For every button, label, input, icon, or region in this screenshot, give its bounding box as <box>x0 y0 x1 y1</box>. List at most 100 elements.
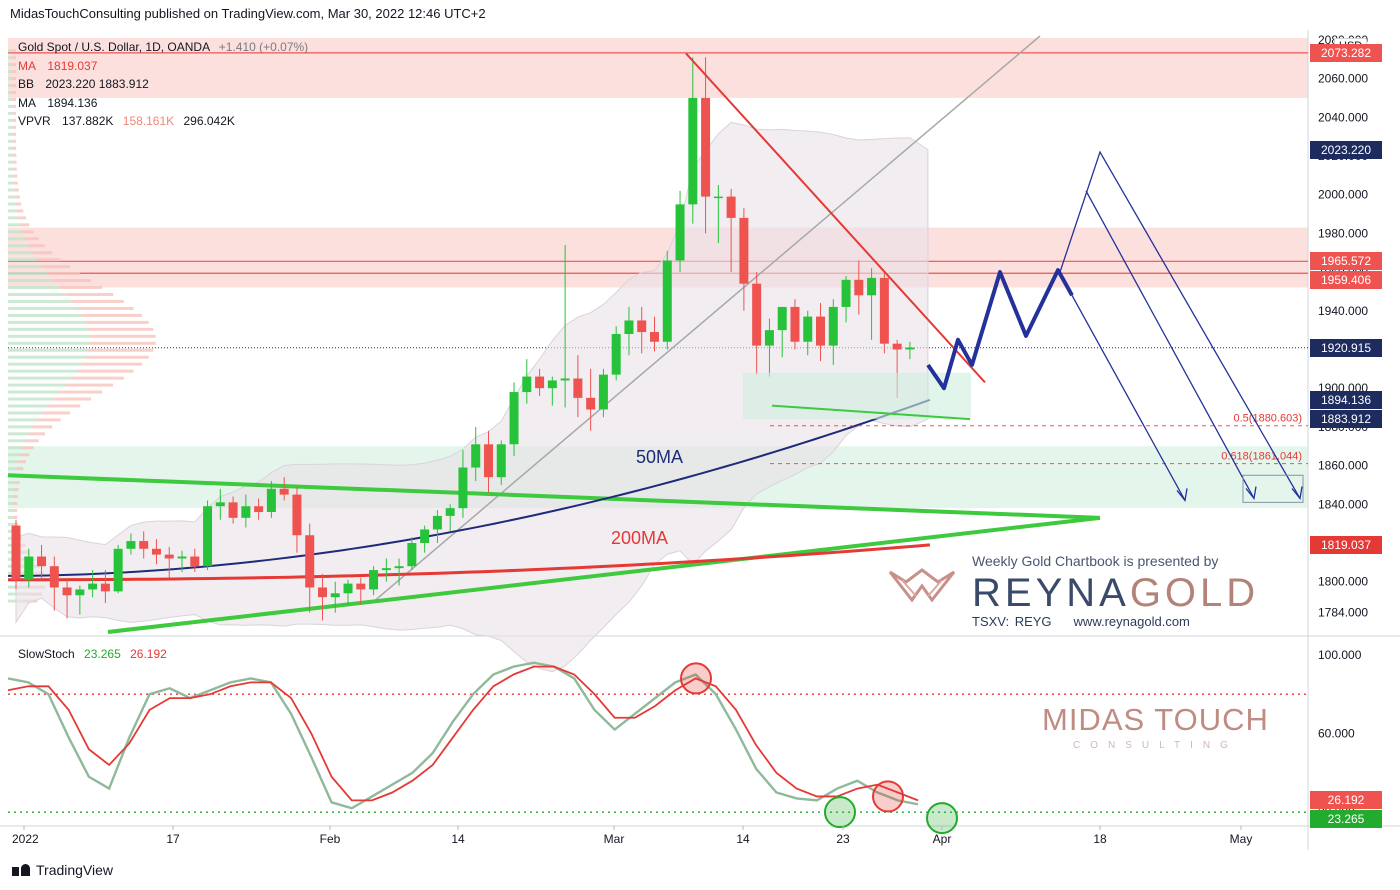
stoch-k-value: 23.265 <box>84 647 121 661</box>
vpvr-v1: 137.882K <box>62 114 114 128</box>
vpvr-bar-down <box>81 313 142 317</box>
vpvr-bar-down <box>12 56 17 60</box>
x-tick-label: Mar <box>604 832 625 846</box>
vpvr-bar-up <box>8 223 20 227</box>
ma200-annotation: 200MA <box>611 528 669 548</box>
candle-up <box>713 196 723 199</box>
legend-symbol-row[interactable]: Gold Spot / U.S. Dollar, 1D, OANDA +1.41… <box>18 38 308 57</box>
vpvr-bar-up <box>8 146 13 150</box>
tradingview-footer[interactable]: TradingView <box>12 862 113 878</box>
vpvr-bar-up <box>8 418 37 422</box>
vpvr-bar-up <box>8 508 14 512</box>
y-tick-label: 1840.000 <box>1318 497 1368 511</box>
candle-up <box>394 566 404 569</box>
candle-up <box>905 347 915 350</box>
promo-text: Weekly Gold Chartbook is presented by <box>972 553 1219 569</box>
vpvr-bar-down <box>47 404 81 408</box>
ma200-label: MA <box>18 58 36 73</box>
legend-ma50-row[interactable]: MA 1894.136 <box>18 94 308 113</box>
grey-trendline <box>371 35 1041 604</box>
legend-vpvr-row[interactable]: VPVR 137.882K 158.161K 296.042K <box>18 112 308 131</box>
legend: Gold Spot / U.S. Dollar, 1D, OANDA +1.41… <box>18 38 308 131</box>
vpvr-bar-up <box>8 286 60 290</box>
x-tick-label: 18 <box>1093 832 1107 846</box>
vpvr-bar-down <box>12 118 17 122</box>
stoch-tick-label: 100.000 <box>1318 648 1362 662</box>
bb-label: BB <box>18 77 35 91</box>
vpvr-bar-down <box>13 508 18 512</box>
price-label: 1894.136 <box>1310 390 1382 409</box>
candle-down <box>254 506 264 513</box>
stoch-legend[interactable]: SlowStoch 23.265 26.192 <box>18 647 167 661</box>
vpvr-bar-up <box>8 348 88 352</box>
change-value: +1.410 (+0.07%) <box>218 40 309 54</box>
ma50-value: 1894.136 <box>47 95 98 110</box>
candle-down <box>151 548 161 555</box>
fib-label-0: 0.5(1880.603) <box>1234 413 1303 425</box>
vpvr-bar-up <box>8 411 43 415</box>
vpvr-bar-up <box>8 237 25 241</box>
stoch-d-line <box>7 665 919 802</box>
vpvr-bar-down <box>71 299 124 303</box>
publisher-header: MidasTouchConsulting published on Tradin… <box>10 6 486 21</box>
vpvr-bar-up <box>8 522 14 526</box>
vpvr-bar-up <box>8 460 18 464</box>
bb-value: 2023.220 1883.912 <box>45 77 149 91</box>
price-label: 2073.282 <box>1310 43 1382 62</box>
candle-down <box>305 535 315 588</box>
vpvr-bar-down <box>89 341 156 345</box>
vpvr-bar-down <box>77 306 134 310</box>
arrow-head-2 <box>1291 486 1303 501</box>
vpvr-bar-up <box>8 91 13 95</box>
candle-up <box>215 502 225 507</box>
vpvr-bar-down <box>19 223 30 227</box>
vpvr-bar-up <box>8 313 82 317</box>
vpvr-bar-up <box>8 181 14 185</box>
vpvr-bar-up <box>8 174 14 178</box>
candle-down <box>739 217 749 284</box>
vpvr-bar-down <box>13 495 18 499</box>
candle-up <box>598 374 608 410</box>
reynagold-emblem-icon <box>888 568 956 603</box>
vpvr-bar-up <box>8 279 54 283</box>
price-label: 1819.037 <box>1310 535 1382 554</box>
y-tick-label: 2040.000 <box>1318 110 1368 124</box>
red-trendline <box>685 52 986 384</box>
stoch-signal-circle-0 <box>680 662 712 695</box>
triangle-upper-line <box>7 473 1101 520</box>
vpvr-bar-down <box>17 460 26 464</box>
vpvr-bar-up <box>8 265 43 269</box>
stoch-signal-circle-1 <box>872 780 904 813</box>
vpvr-bar-up <box>8 334 90 338</box>
x-tick-label: May <box>1230 832 1253 846</box>
legend-bb-row[interactable]: BB 2023.220 1883.912 <box>18 75 308 94</box>
candle-down <box>650 332 659 342</box>
vpvr-bar-down <box>77 369 134 373</box>
candle-up <box>75 589 85 596</box>
vpvr-bar-up <box>8 56 13 60</box>
vpvr-bar-up <box>8 125 13 129</box>
candle-down <box>586 397 596 410</box>
vpvr-bar-down <box>22 230 34 234</box>
ma200-value: 1819.037 <box>47 58 98 73</box>
vpvr-v3: 296.042K <box>183 114 235 128</box>
candle-up <box>867 277 877 296</box>
candle-up <box>445 508 455 516</box>
stoch-signal-circle-2 <box>824 796 856 829</box>
vpvr-bar-down <box>59 390 103 394</box>
tradingview-icon <box>12 864 30 876</box>
x-tick-label: 17 <box>166 832 180 846</box>
candle-up <box>509 392 519 445</box>
vpvr-bar-up <box>8 446 23 450</box>
vpvr-bar-down <box>24 237 39 241</box>
candle-up <box>764 330 774 346</box>
candle-up <box>88 583 98 590</box>
legend-ma200-row[interactable]: MA 1819.037 <box>18 57 308 76</box>
vpvr-bar-down <box>13 502 18 506</box>
vpvr-bar-up <box>8 251 33 255</box>
vpvr-bar-down <box>42 411 71 415</box>
vpvr-bar-up <box>8 453 20 457</box>
candle-up <box>624 320 634 334</box>
vpvr-bar-up <box>8 195 15 199</box>
